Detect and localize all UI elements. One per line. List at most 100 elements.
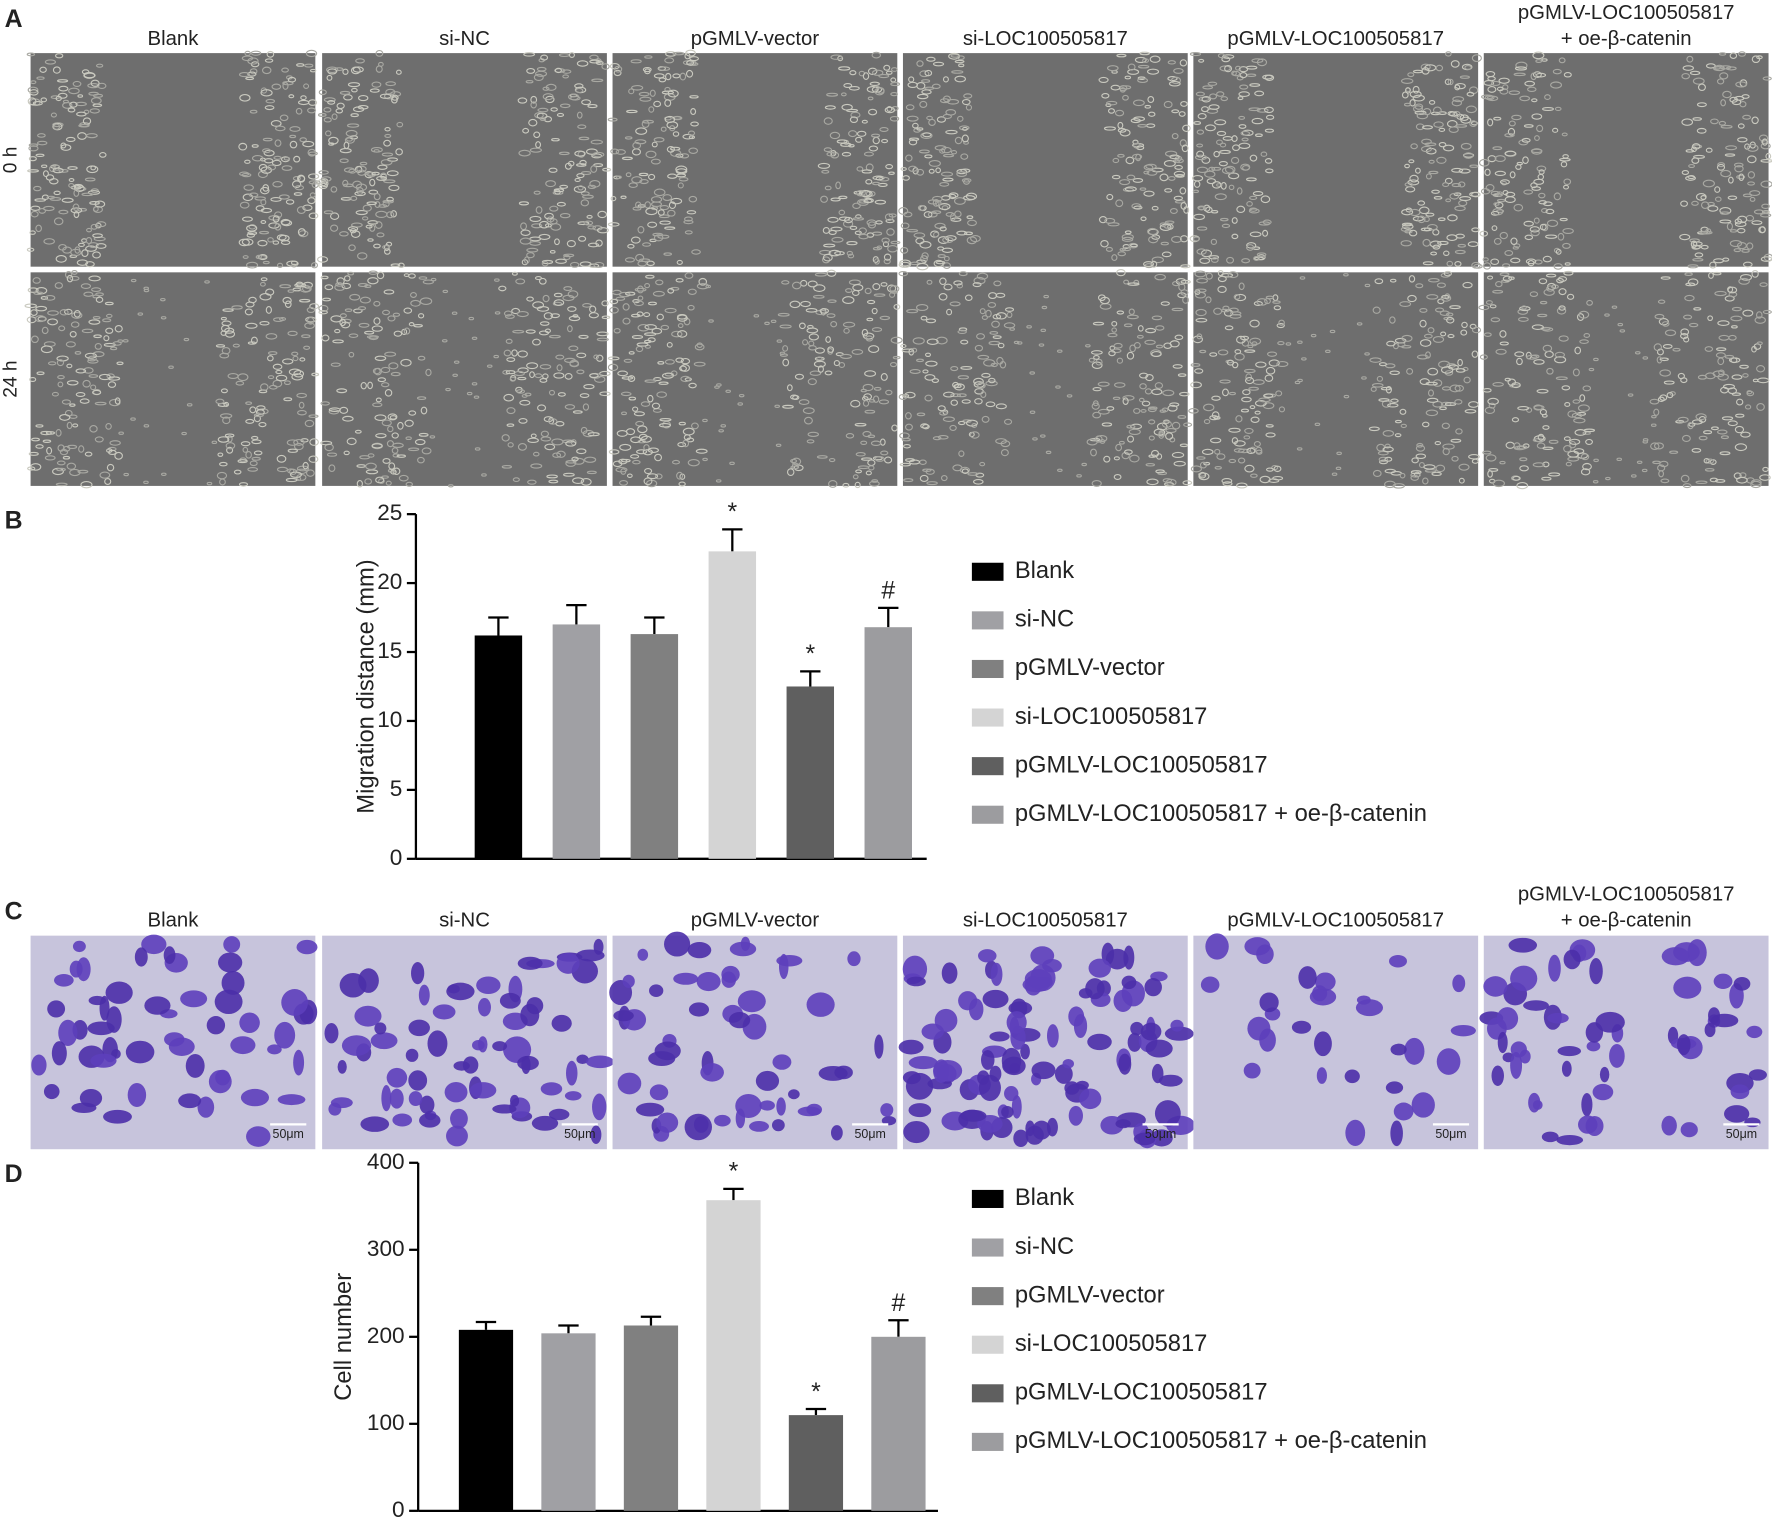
cell bbox=[339, 90, 351, 95]
stained-cell bbox=[1497, 1031, 1508, 1054]
cell bbox=[852, 284, 864, 292]
panel-label: D bbox=[5, 1160, 23, 1188]
cell bbox=[326, 452, 338, 457]
cell bbox=[688, 147, 699, 154]
cell bbox=[1260, 195, 1271, 204]
cell bbox=[1425, 173, 1432, 180]
cell bbox=[74, 351, 82, 355]
cell bbox=[1197, 205, 1206, 210]
cell bbox=[217, 452, 224, 457]
cell bbox=[1504, 377, 1512, 382]
cell bbox=[671, 330, 683, 338]
cell bbox=[1692, 117, 1702, 121]
cell bbox=[1693, 307, 1702, 311]
cell bbox=[365, 462, 377, 470]
cell bbox=[1210, 437, 1222, 444]
cell bbox=[1574, 429, 1587, 436]
cell bbox=[841, 103, 853, 111]
cell bbox=[866, 299, 876, 305]
stained-cell bbox=[1244, 937, 1271, 956]
cell bbox=[906, 228, 919, 233]
stained-cell bbox=[1006, 1011, 1027, 1034]
cell bbox=[1264, 128, 1275, 133]
cell bbox=[376, 232, 385, 238]
cell bbox=[922, 424, 930, 430]
cell bbox=[691, 249, 701, 255]
cell bbox=[1696, 127, 1707, 134]
cell bbox=[1198, 58, 1205, 63]
cell bbox=[1209, 352, 1218, 357]
cell bbox=[526, 247, 539, 253]
cell bbox=[630, 236, 641, 244]
stained-cell bbox=[933, 1059, 963, 1082]
cell bbox=[107, 381, 117, 388]
cell bbox=[92, 351, 105, 358]
cell bbox=[278, 316, 287, 322]
cell bbox=[509, 376, 516, 382]
cell bbox=[1217, 285, 1227, 294]
cell bbox=[323, 107, 332, 113]
cell bbox=[920, 255, 928, 263]
cell bbox=[1490, 190, 1501, 196]
cell bbox=[1720, 211, 1730, 215]
cell bbox=[1192, 236, 1200, 242]
cell bbox=[1161, 420, 1172, 428]
cell bbox=[1204, 170, 1216, 178]
cell bbox=[639, 96, 652, 102]
cell bbox=[694, 343, 705, 351]
cell bbox=[729, 461, 735, 466]
cell bbox=[1451, 183, 1462, 188]
cell bbox=[970, 234, 981, 243]
cell bbox=[238, 238, 250, 247]
cell bbox=[54, 282, 64, 289]
cell bbox=[232, 343, 240, 348]
cell bbox=[369, 178, 376, 187]
cell bbox=[324, 284, 334, 291]
micrograph bbox=[1479, 51, 1772, 270]
cell bbox=[532, 301, 545, 309]
cell bbox=[1687, 278, 1699, 286]
cell bbox=[776, 339, 783, 343]
cell bbox=[522, 127, 530, 134]
cell bbox=[580, 199, 590, 207]
cell bbox=[966, 215, 974, 220]
cell bbox=[256, 405, 266, 411]
cell bbox=[678, 481, 686, 487]
cell bbox=[259, 230, 270, 235]
cell bbox=[868, 480, 880, 487]
stained-cell bbox=[1013, 1129, 1029, 1147]
cell bbox=[555, 421, 565, 427]
cell bbox=[122, 339, 129, 343]
cell bbox=[403, 307, 413, 314]
cell bbox=[737, 402, 744, 406]
stained-cell bbox=[1510, 1051, 1523, 1079]
cell bbox=[614, 65, 623, 73]
cell bbox=[206, 481, 213, 486]
cell bbox=[44, 294, 56, 301]
cell bbox=[116, 361, 124, 366]
cell bbox=[373, 149, 380, 153]
cell bbox=[354, 191, 366, 197]
cell bbox=[279, 114, 289, 122]
cell bbox=[1310, 333, 1317, 338]
cell bbox=[1666, 391, 1674, 399]
cell bbox=[1199, 349, 1207, 354]
cell bbox=[1554, 351, 1565, 358]
cell bbox=[675, 153, 684, 158]
cell bbox=[273, 317, 284, 323]
cell bbox=[215, 398, 225, 405]
cell bbox=[607, 363, 619, 372]
cell bbox=[855, 452, 866, 457]
cell bbox=[1709, 261, 1717, 269]
stained-cell bbox=[797, 1106, 821, 1117]
cell bbox=[265, 98, 276, 104]
cell bbox=[826, 92, 839, 97]
stained-cell bbox=[1088, 958, 1111, 978]
cell bbox=[675, 168, 688, 175]
cell bbox=[964, 294, 973, 301]
cell bbox=[884, 213, 894, 221]
cell bbox=[1504, 250, 1514, 257]
cell bbox=[357, 169, 366, 176]
cell bbox=[924, 394, 933, 402]
cell bbox=[644, 282, 651, 289]
